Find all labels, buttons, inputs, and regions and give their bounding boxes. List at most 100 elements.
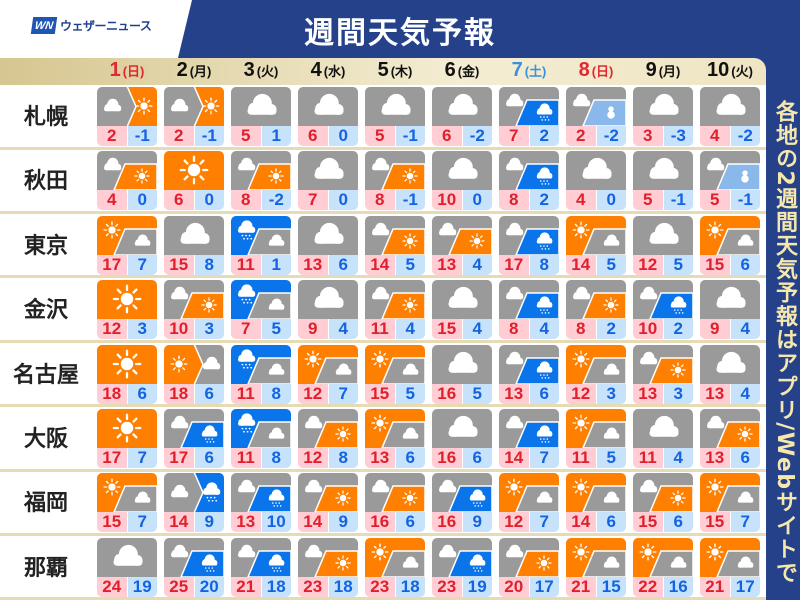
sun-icon: [603, 297, 619, 313]
forecast-cell: 16 5: [432, 344, 492, 404]
sun-icon: [670, 490, 686, 507]
sun-icon: [737, 426, 753, 442]
weather-icon: [365, 473, 425, 513]
cloud-icon: [268, 234, 285, 246]
high-temp: 22: [633, 576, 663, 597]
day-header: 7 (土): [499, 59, 559, 82]
snow-icon: [536, 103, 553, 121]
cloud-icon: [104, 98, 122, 112]
low-temp: 8: [529, 254, 559, 275]
low-temp: 6: [127, 383, 157, 404]
cloud-icon: [448, 415, 478, 437]
sun-icon: [335, 426, 351, 442]
forecast-cell: 11 1: [231, 215, 291, 275]
sun-icon: [179, 156, 209, 185]
low-temp: 0: [328, 126, 358, 146]
high-temp: 13: [298, 254, 328, 275]
high-temp: 14: [499, 448, 529, 468]
sun-icon: [639, 543, 657, 561]
cloud-icon: [536, 425, 553, 437]
weather-icon: [432, 344, 492, 384]
low-temp: 6: [328, 254, 358, 275]
weather-icon: [164, 537, 224, 577]
cloud-icon: [171, 544, 189, 557]
weather-icon: [298, 87, 358, 126]
high-temp: 15: [432, 319, 462, 340]
weather-icon: [231, 344, 291, 384]
forecast-cell: 13 10: [231, 473, 291, 533]
day-header: 1 (日): [97, 59, 157, 82]
rain-icon: [238, 348, 256, 369]
cloud-icon: [171, 415, 189, 429]
high-temp: 17: [499, 254, 529, 275]
high-temp: 20: [499, 576, 529, 597]
cloud-icon: [372, 222, 390, 235]
high-temp: 12: [499, 512, 529, 533]
page-title: 週間天気予報: [304, 16, 496, 51]
cloud-icon: [506, 93, 524, 107]
weather-icon: [700, 215, 760, 255]
cloud-icon: [439, 222, 457, 235]
forecast-cell: 14 6: [566, 473, 626, 533]
high-temp: 15: [164, 254, 194, 275]
city-name: 金沢: [23, 298, 68, 324]
high-temp: 12: [633, 254, 663, 275]
weather-icon: [298, 473, 358, 513]
low-temp: 8: [328, 448, 358, 468]
sun-icon: [572, 478, 590, 496]
low-temp: -2: [730, 126, 760, 146]
day-weekday: (水): [323, 64, 346, 79]
cloud-icon: [372, 286, 390, 300]
cloud-icon: [469, 489, 486, 501]
low-temp: 10: [261, 512, 291, 533]
day-date: 8: [578, 59, 590, 81]
forecast-cell: 17 6: [164, 409, 224, 468]
low-temp: 5: [261, 319, 291, 340]
high-temp: 14: [298, 512, 328, 533]
cloud-icon: [134, 491, 151, 504]
rain-icon: [203, 482, 221, 503]
cloud-icon: [640, 480, 658, 493]
high-temp: 16: [432, 448, 462, 468]
sun-icon: [505, 478, 523, 496]
weather-icon: [231, 151, 291, 191]
cloud-icon: [707, 415, 725, 429]
cloud-icon: [640, 351, 658, 364]
cloud-icon: [716, 93, 746, 115]
weather-icon: [365, 537, 425, 577]
sun-icon: [112, 284, 142, 314]
cloud-icon: [171, 485, 189, 498]
cloud-icon: [737, 491, 754, 504]
forecast-cell: 12 7: [298, 344, 358, 404]
low-temp: 15: [596, 576, 626, 597]
day-weekday: (木): [390, 64, 413, 79]
low-temp: 4: [328, 319, 358, 340]
city-row: 那覇 24 19 25 20 21 18 23 18 23 18 23 19 20 17 21…: [0, 536, 766, 600]
low-temp: 5: [462, 383, 492, 404]
sun-icon: [572, 350, 590, 368]
city-name: 札幌: [23, 105, 68, 130]
weather-icon: [231, 409, 291, 448]
low-temp: -2: [596, 126, 626, 146]
low-temp: -2: [462, 126, 492, 146]
weather-icon: [365, 409, 425, 448]
cloud-icon: [305, 544, 323, 557]
high-temp: 14: [164, 512, 194, 533]
weather-icon: [566, 409, 626, 448]
cloud-icon: [506, 415, 524, 429]
sun-icon: [202, 97, 220, 115]
cloud-icon: [238, 544, 256, 557]
forecast-cell: 2 -2: [566, 87, 626, 146]
city-name: 那覇: [23, 555, 68, 581]
low-temp: 7: [730, 512, 760, 533]
high-temp: 12: [566, 383, 596, 404]
day-header: 3 (火): [231, 59, 291, 82]
weather-icon: [97, 215, 157, 255]
